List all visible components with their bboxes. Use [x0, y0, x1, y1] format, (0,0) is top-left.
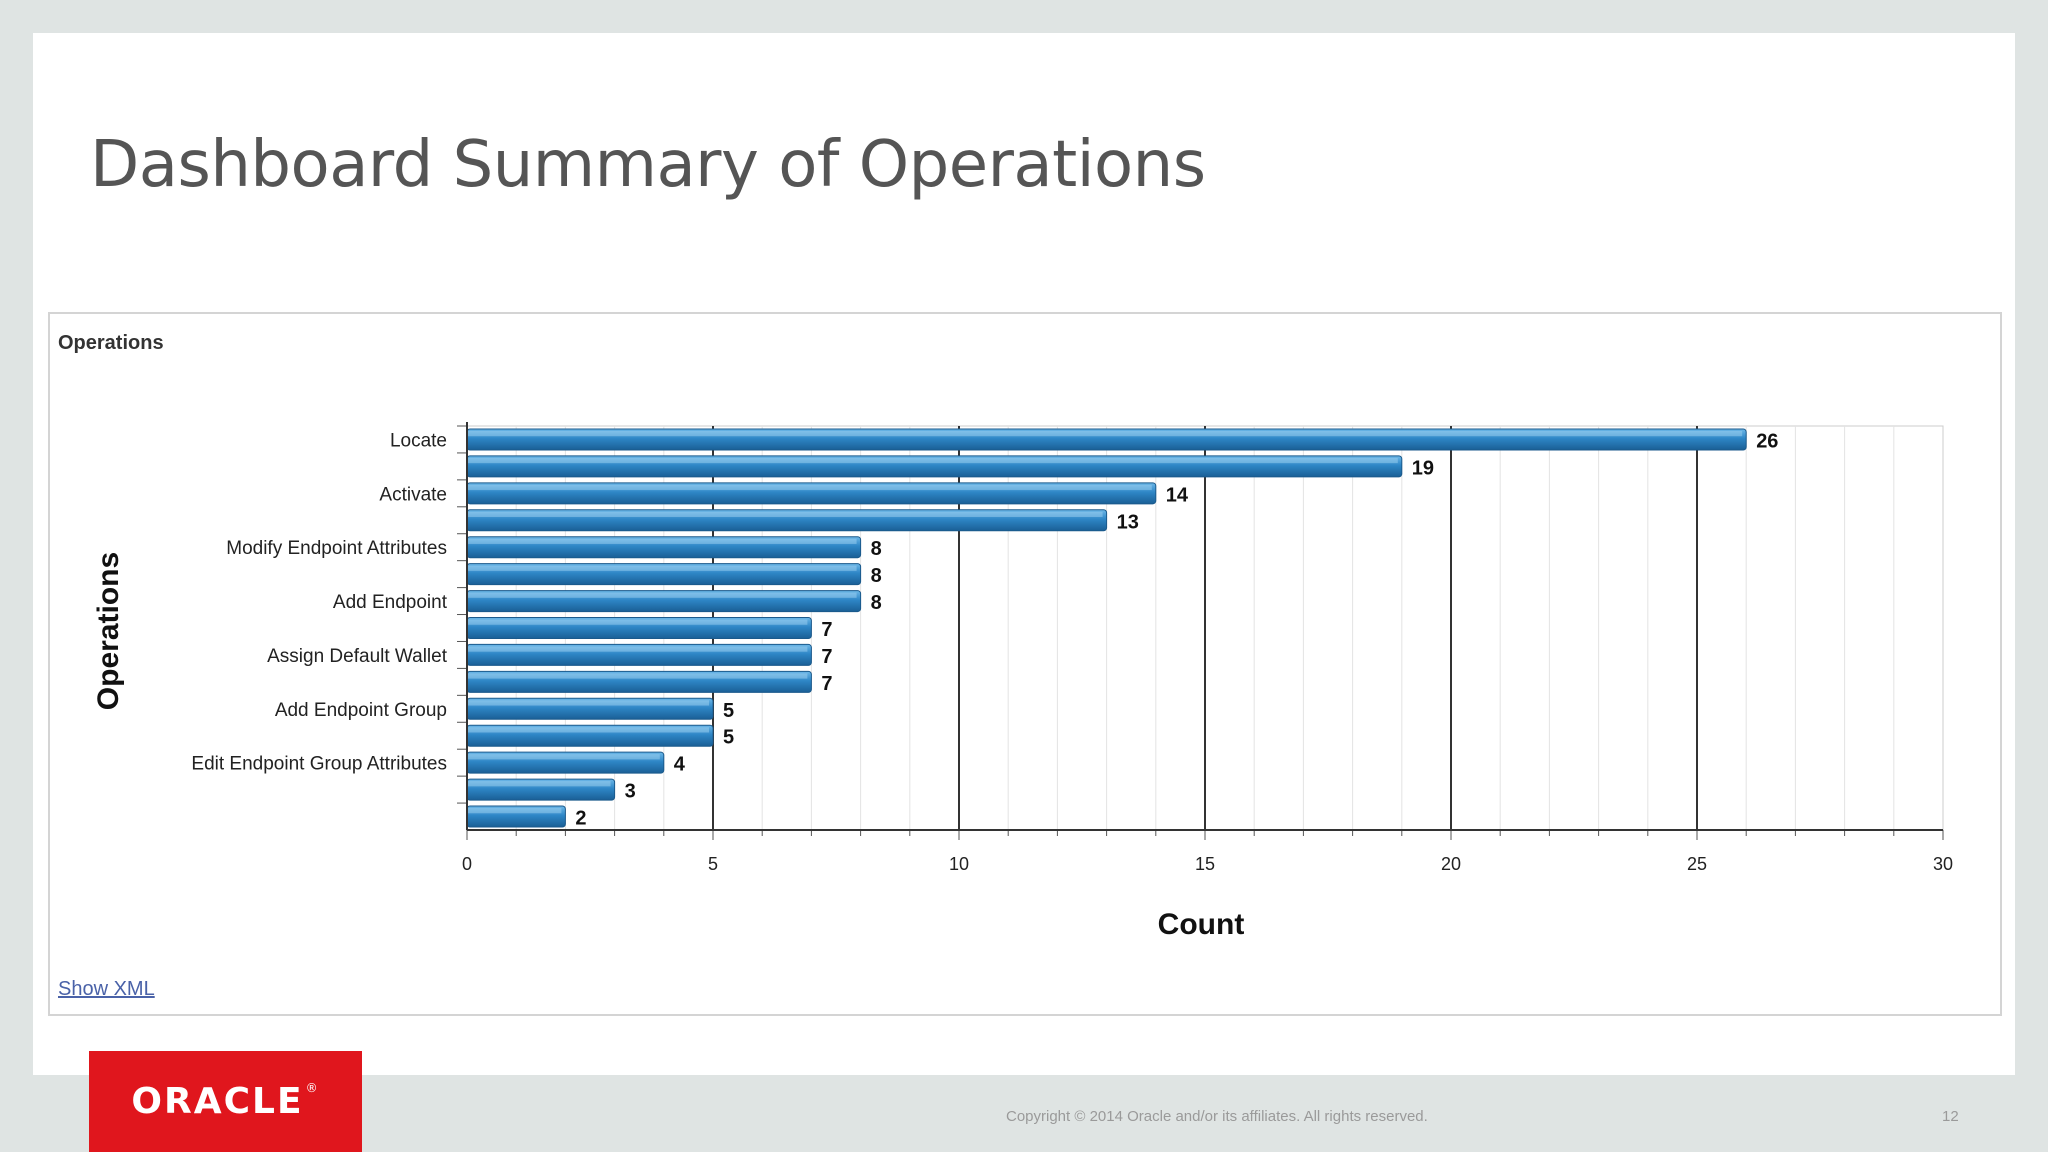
panel-title: Operations: [58, 332, 164, 354]
y-category-label: Activate: [379, 484, 447, 505]
data-label: 26: [1756, 430, 1778, 452]
x-axis-label: Count: [1158, 908, 1245, 941]
y-category-label: Locate: [390, 430, 447, 451]
chart-panel: Operations 26 19 14 13 8 8 8 7 7 7 5 5 4 3 2 0 5 10 15 20 2…: [48, 312, 2002, 1016]
data-label: 8: [871, 565, 882, 587]
data-label: 5: [723, 727, 734, 749]
y-category-label: Assign Default Wallet: [267, 646, 448, 667]
bar-highlight: [467, 754, 660, 760]
bar-highlight: [467, 484, 1152, 491]
x-tick-label: 30: [1933, 854, 1953, 874]
bar-highlight: [467, 430, 1743, 437]
data-label: 8: [871, 592, 882, 614]
data-label: 3: [625, 781, 636, 803]
x-tick-label: 10: [949, 854, 969, 874]
x-tick-label: 20: [1441, 854, 1461, 874]
y-category-label: Add Endpoint: [333, 592, 448, 613]
x-tick-label: 15: [1195, 854, 1215, 874]
y-category-label: Edit Endpoint Group Attributes: [191, 754, 447, 775]
x-tick-label: 5: [708, 854, 718, 874]
bar-highlight: [467, 511, 1103, 518]
bar-highlight: [467, 565, 857, 571]
data-label: 5: [723, 700, 734, 722]
copyright-notice: Copyright © 2014 Oracle and/or its affil…: [1006, 1108, 1428, 1125]
data-label: 2: [575, 808, 586, 830]
y-category-label: Modify Endpoint Attributes: [226, 538, 447, 559]
y-category-label: Add Endpoint Group: [275, 700, 447, 721]
data-label: 7: [821, 619, 832, 641]
data-label: 4: [674, 754, 686, 776]
data-label: 19: [1412, 457, 1434, 479]
x-tick-label: 0: [462, 854, 472, 874]
page-number: 12: [1942, 1108, 1959, 1125]
operations-bar-chart: 26 19 14 13 8 8 8 7 7 7 5 5 4 3 2 0 5 10 15 20 25 30 Locate Ac…: [92, 422, 1953, 941]
slide-title: Dashboard Summary of Operations: [90, 128, 1206, 202]
bar-highlight: [467, 619, 808, 625]
data-label: 7: [821, 673, 832, 695]
bar-highlight: [467, 673, 808, 679]
bar-highlight: [467, 781, 611, 787]
data-label: 7: [821, 646, 832, 668]
show-xml-link[interactable]: Show XML: [58, 978, 155, 1000]
bar-highlight: [467, 457, 1398, 464]
bar-highlight: [467, 592, 857, 598]
oracle-logo-text: ORACLE: [131, 1081, 304, 1122]
x-tick-label: 25: [1687, 854, 1707, 874]
bar-highlight: [467, 646, 808, 652]
bar-highlight: [467, 808, 562, 814]
data-label: 13: [1117, 511, 1139, 533]
bar-highlight: [467, 727, 709, 733]
bar-highlight: [467, 700, 709, 706]
oracle-logo: ORACLE ®: [89, 1051, 362, 1152]
data-label: 14: [1166, 484, 1189, 506]
data-label: 8: [871, 538, 882, 560]
y-axis-label: Operations: [92, 552, 125, 710]
bar-highlight: [467, 538, 857, 544]
